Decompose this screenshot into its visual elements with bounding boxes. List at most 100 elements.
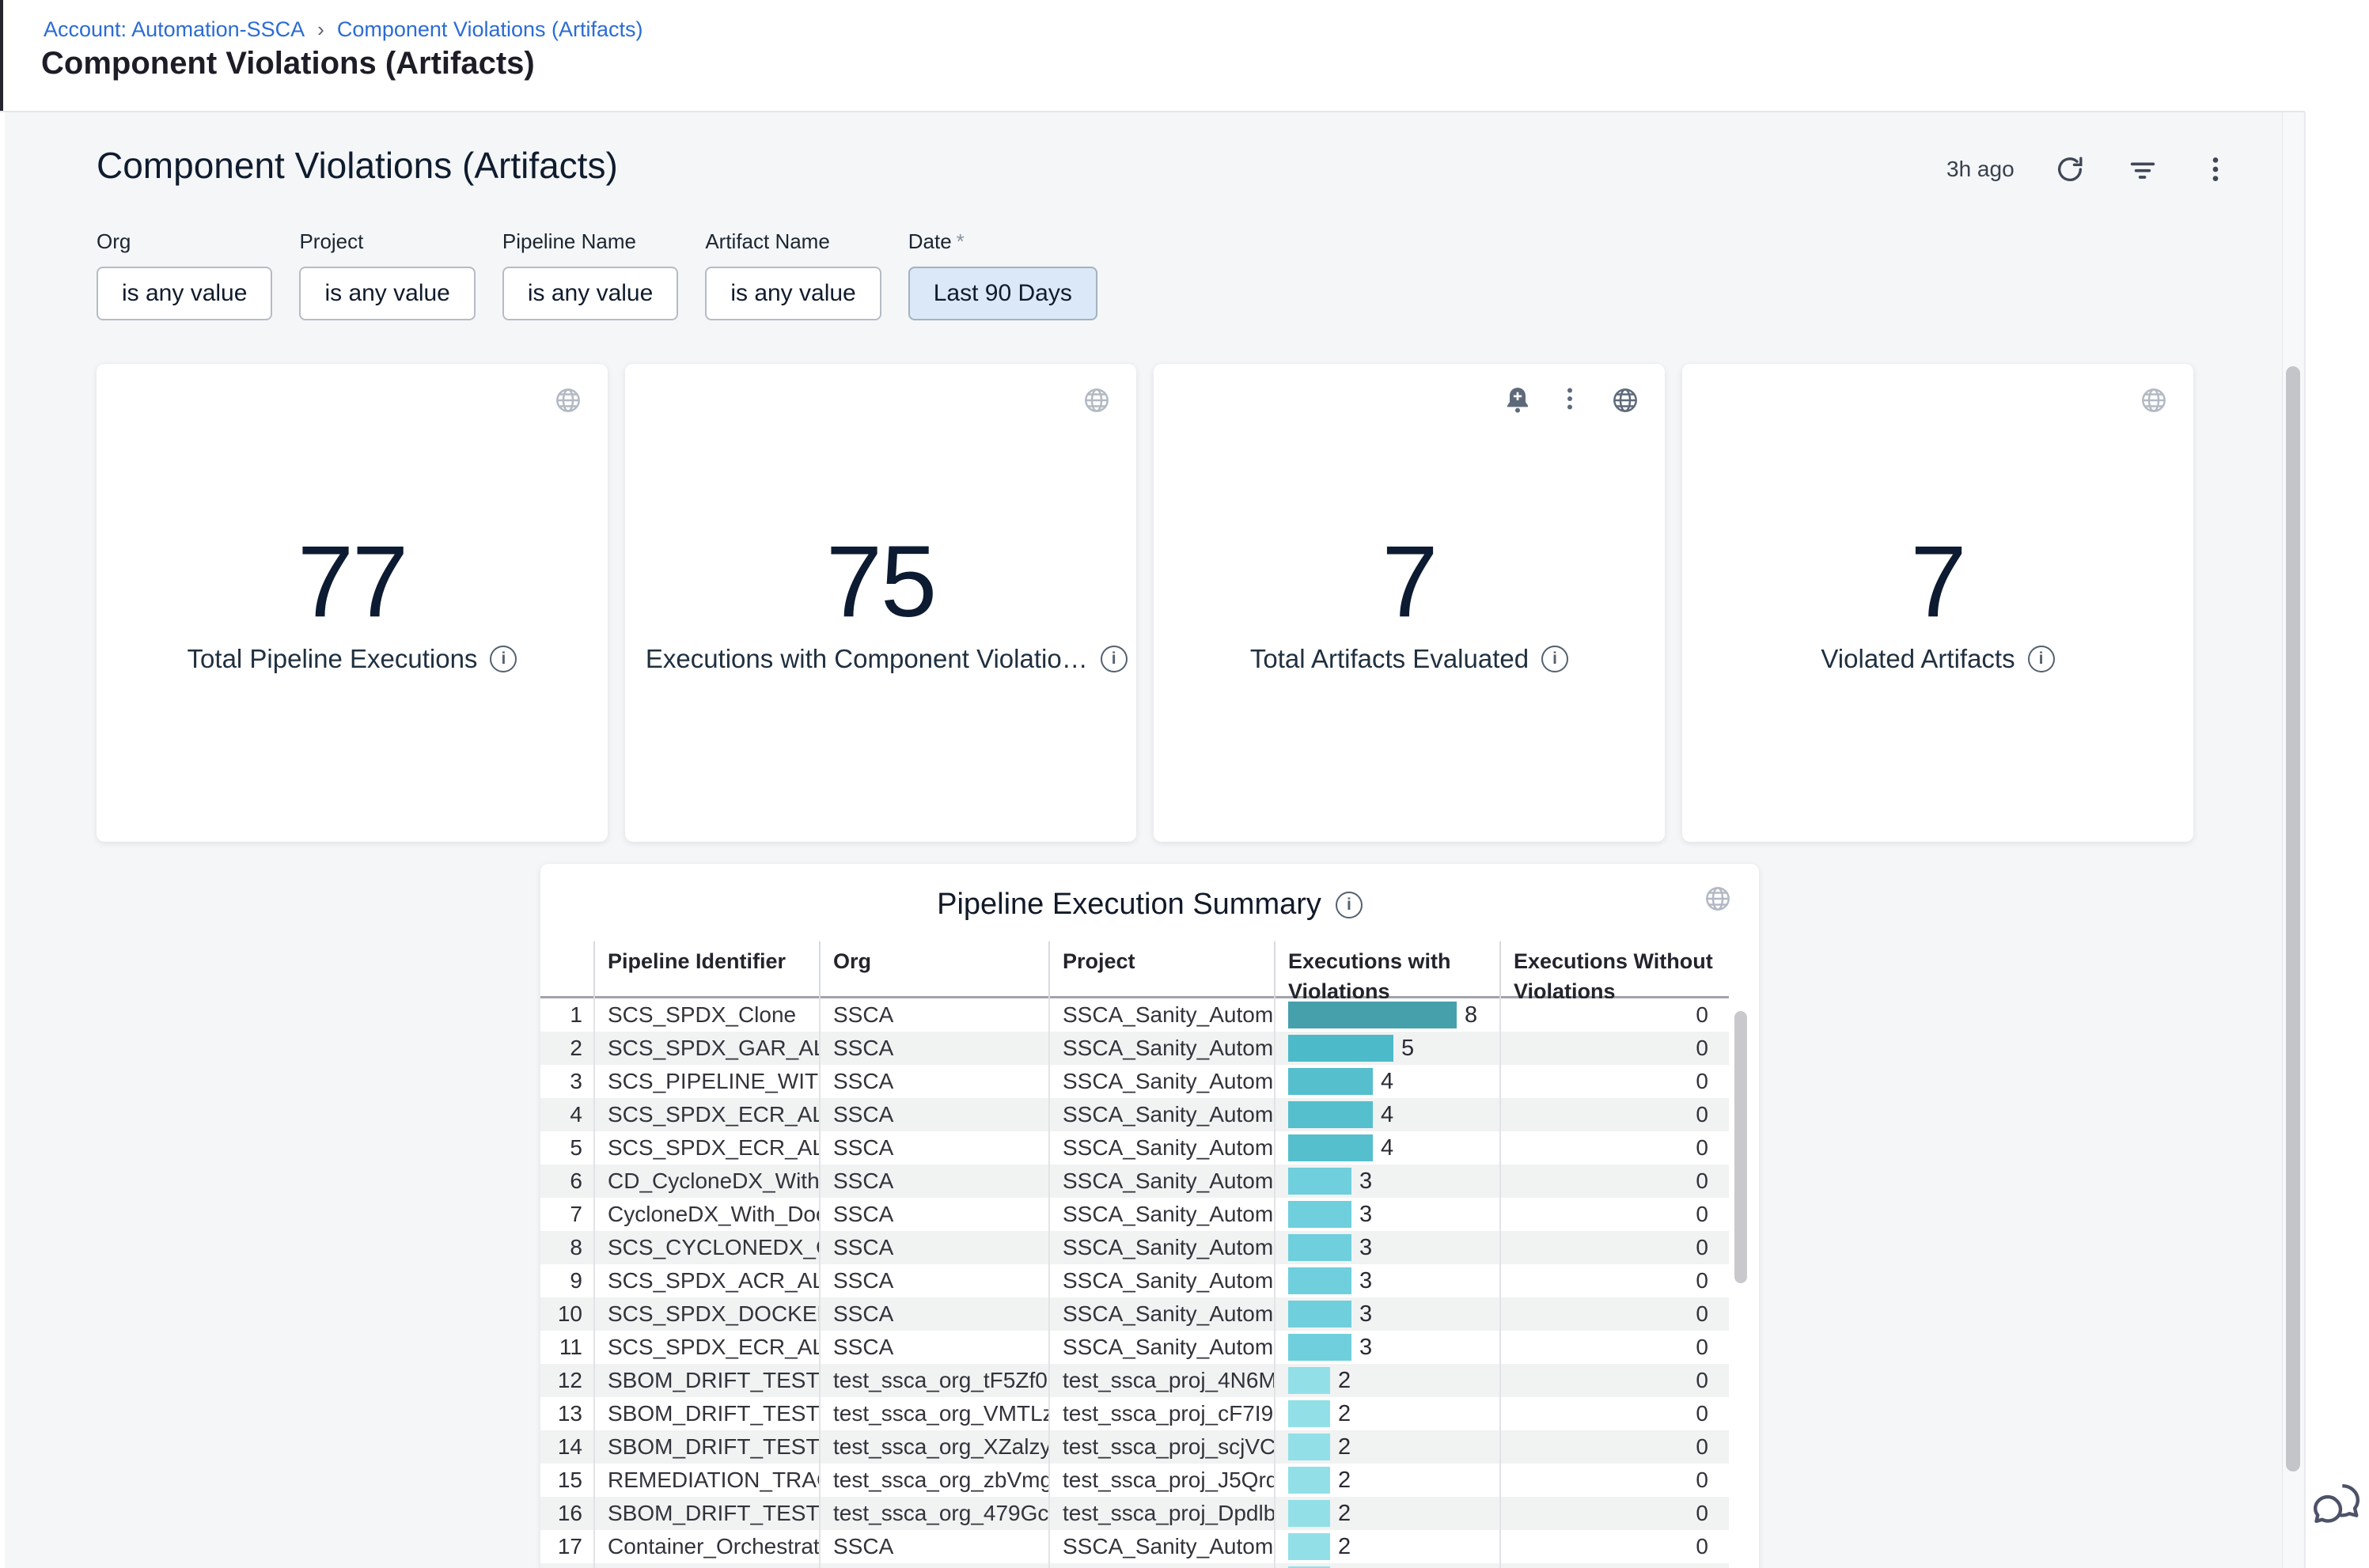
- violations-bar[interactable]: [1288, 1400, 1330, 1427]
- cell-row-index: 9: [570, 1268, 582, 1293]
- page-scrollbar-track[interactable]: [2282, 112, 2303, 1568]
- cell-executions-without-violations: 0: [1499, 1231, 1729, 1264]
- column-header-executions-without-violations[interactable]: Executions Without Violations: [1499, 941, 1729, 1006]
- globe-icon[interactable]: [1702, 883, 1734, 915]
- globe-icon[interactable]: [1081, 384, 1112, 416]
- violations-bar[interactable]: [1288, 1533, 1330, 1560]
- table-scrollbar-thumb[interactable]: [1734, 1011, 1747, 1283]
- cell-executions-with-violations: 2: [1274, 1397, 1499, 1430]
- filter-pipeline-name: Pipeline Name is any value: [502, 229, 679, 320]
- kpi-label: Total Pipeline Executions i: [188, 644, 517, 674]
- filter-org-value[interactable]: is any value: [97, 267, 273, 320]
- violations-count: 3: [1359, 1268, 1373, 1293]
- violations-bar[interactable]: [1288, 1002, 1457, 1028]
- violations-bar[interactable]: [1288, 1101, 1373, 1128]
- cell-executions-without-violations: [1499, 1563, 1729, 1568]
- filter-artifact-name-label: Artifact Name: [705, 229, 830, 253]
- table-row: 2: [540, 1563, 1729, 1568]
- tile-menu-kebab-icon[interactable]: [1556, 384, 1587, 416]
- cell-executions-with-violations: 3: [1274, 1165, 1499, 1198]
- cell-pipeline-identifier: SCS_SPDX_Clone: [593, 998, 819, 1032]
- cell-executions-without-violations: 0: [1499, 1032, 1729, 1065]
- cell-executions-with-violations: 5: [1274, 1032, 1499, 1065]
- cell-pipeline-identifier: SBOM_DRIFT_TEST: [593, 1497, 819, 1530]
- kpi-card-total-pipeline-executions: 77 Total Pipeline Executions i: [97, 364, 608, 842]
- dashboard-filter-button[interactable]: [2125, 152, 2160, 187]
- breadcrumb-current-link[interactable]: Component Violations (Artifacts): [336, 17, 643, 41]
- cell-project: test_ssca_proj_Dpdlb…: [1048, 1497, 1274, 1530]
- violations-bar[interactable]: [1288, 1334, 1351, 1361]
- violations-bar[interactable]: [1288, 1467, 1330, 1494]
- info-icon[interactable]: i: [1541, 646, 1569, 672]
- violations-bar[interactable]: [1288, 1134, 1373, 1161]
- violations-bar[interactable]: [1288, 1301, 1351, 1327]
- info-icon[interactable]: i: [2027, 646, 2055, 672]
- cell-pipeline-identifier: REMEDIATION_TRAC…: [593, 1464, 819, 1497]
- column-header-executions-with-violations[interactable]: Executions with Violations: [1274, 941, 1499, 1006]
- table-row: 5 SCS_SPDX_ECR_ALL_…SSCASSCA_Sanity_Autom…: [540, 1131, 1729, 1165]
- filter-date-value[interactable]: Last 90 Days: [908, 267, 1097, 320]
- info-icon[interactable]: i: [1335, 891, 1363, 918]
- table-row: 8 SCS_CYCLONEDX_GA…SSCASSCA_Sanity_Automa…: [540, 1231, 1729, 1264]
- column-header-pipeline-identifier[interactable]: Pipeline Identifier: [593, 941, 819, 1006]
- table-body: 1SCS_SPDX_CloneSSCASSCA_Sanity_Automa…80…: [540, 998, 1729, 1568]
- violations-count: 2: [1338, 1401, 1351, 1426]
- violations-count: 4: [1381, 1135, 1394, 1161]
- cell-row-index: 10: [557, 1301, 582, 1326]
- cell-project: [1048, 1563, 1274, 1568]
- table-row: 3 SCS_PIPELINE_WITH…SSCASSCA_Sanity_Autom…: [540, 1065, 1729, 1098]
- dashboard-menu-button[interactable]: [2198, 152, 2233, 187]
- globe-icon[interactable]: [2138, 384, 2170, 416]
- refresh-button[interactable]: [2053, 152, 2087, 187]
- last-refreshed-label: 3h ago: [1946, 157, 2015, 181]
- filter-project-value[interactable]: is any value: [299, 267, 476, 320]
- kpi-card-executions-with-component-violations: 75 Executions with Component Violatio… i: [625, 364, 1136, 842]
- violations-bar[interactable]: [1288, 1500, 1330, 1527]
- cell-executions-without-violations: 0: [1499, 1530, 1729, 1563]
- violations-bar[interactable]: [1288, 1566, 1330, 1568]
- violations-bar[interactable]: [1288, 1035, 1393, 1062]
- filter-pipeline-name-value[interactable]: is any value: [502, 267, 679, 320]
- filter-date: Date * Last 90 Days: [908, 229, 1097, 320]
- breadcrumb-separator-icon: ›: [317, 17, 324, 41]
- info-icon[interactable]: i: [1100, 646, 1128, 672]
- cell-pipeline-identifier: SCS_SPDX_ACR_ALL…: [593, 1264, 819, 1297]
- violations-bar[interactable]: [1288, 1267, 1351, 1294]
- cell-executions-without-violations: 0: [1499, 1364, 1729, 1397]
- add-alert-bell-icon[interactable]: [1502, 384, 1533, 416]
- cell-project: test_ssca_proj_J5Qrd…: [1048, 1464, 1274, 1497]
- violations-bar[interactable]: [1288, 1068, 1373, 1095]
- table-row: 10 SCS_SPDX_DOCKER_…SSCASSCA_Sanity_Autom…: [540, 1297, 1729, 1331]
- filter-org-label: Org: [97, 229, 131, 253]
- cell-org: test_ssca_org_XZalzy…: [819, 1430, 1048, 1464]
- cell-project: test_ssca_proj_cF7I9…: [1048, 1397, 1274, 1430]
- cell-pipeline-identifier: SBOM_DRIFT_TEST: [593, 1397, 819, 1430]
- filter-lines-icon: [2130, 162, 2155, 179]
- cell-executions-with-violations: 2: [1274, 1497, 1499, 1530]
- cell-project: test_ssca_proj_4N6M…: [1048, 1364, 1274, 1397]
- required-mark: *: [956, 229, 965, 253]
- cell-org: SSCA: [819, 1032, 1048, 1065]
- violations-bar[interactable]: [1288, 1434, 1330, 1460]
- chat-support-button[interactable]: [2309, 1478, 2364, 1533]
- violations-count: 2: [1338, 1563, 1351, 1568]
- filter-artifact-name-value[interactable]: is any value: [705, 267, 881, 320]
- violations-bar[interactable]: [1288, 1234, 1351, 1261]
- violations-bar[interactable]: [1288, 1201, 1351, 1228]
- page-scrollbar-thumb[interactable]: [2286, 366, 2300, 1471]
- cell-executions-with-violations: 2: [1274, 1430, 1499, 1464]
- globe-icon[interactable]: [1609, 384, 1641, 416]
- cell-executions-without-violations: 0: [1499, 1497, 1729, 1530]
- cell-executions-with-violations: 3: [1274, 1264, 1499, 1297]
- breadcrumb-account-link[interactable]: Account: Automation-SSCA: [44, 17, 305, 41]
- column-header-project[interactable]: Project: [1048, 941, 1274, 1006]
- filter-org: Org is any value: [97, 229, 273, 320]
- info-icon[interactable]: i: [490, 646, 517, 672]
- violations-bar[interactable]: [1288, 1367, 1330, 1394]
- violations-bar[interactable]: [1288, 1168, 1351, 1195]
- column-header-org[interactable]: Org: [819, 941, 1048, 1006]
- cell-pipeline-identifier: SCS_PIPELINE_WITH…: [593, 1065, 819, 1098]
- globe-icon[interactable]: [552, 384, 584, 416]
- cell-row-index: 6: [570, 1168, 582, 1193]
